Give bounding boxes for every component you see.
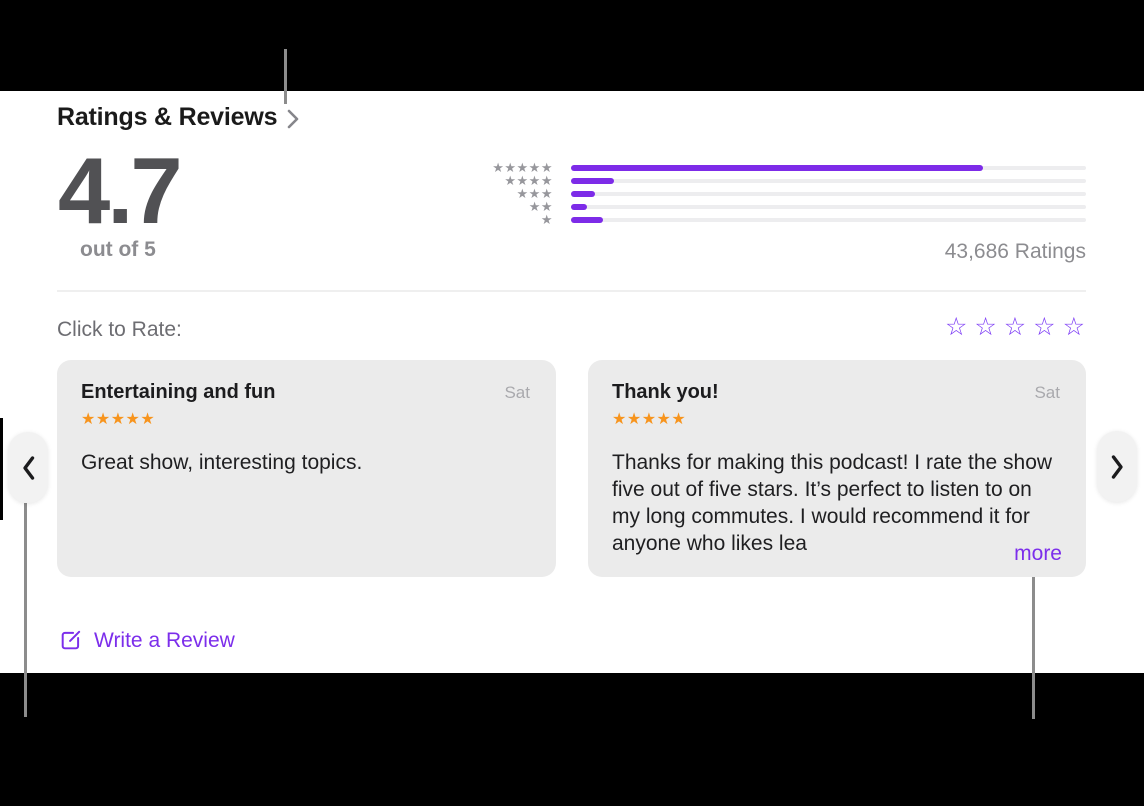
review-title: Entertaining and fun <box>81 381 276 403</box>
square-and-pencil-icon <box>61 630 81 650</box>
histogram-row: ★ <box>465 213 1086 226</box>
more-link[interactable]: more <box>972 540 1062 567</box>
histogram-bar-fill <box>571 216 604 223</box>
histogram-row: ★★ <box>465 200 1086 213</box>
histogram-bar-fill <box>571 177 614 184</box>
review-date: Sat <box>1034 383 1060 402</box>
average-rating: 4.7 <box>58 138 183 243</box>
histogram-row: ★★★★ <box>465 174 1086 187</box>
bottom-black-bar <box>0 673 1144 806</box>
review-date: Sat <box>504 383 530 402</box>
scroll-left-button[interactable] <box>8 432 48 503</box>
histogram-row: ★★★ <box>465 187 1086 200</box>
top-black-bar <box>0 0 1144 91</box>
histogram-star-label: ★★★ <box>516 186 553 201</box>
rating-scale-label: out of 5 <box>80 238 156 261</box>
histogram-star-label: ★★★★★ <box>492 160 553 175</box>
section-divider <box>57 290 1086 292</box>
histogram-bar-track <box>571 216 1086 223</box>
click-to-rate-label: Click to Rate: <box>57 318 182 341</box>
rating-histogram: ★★★★★ ★★★★ ★★★ ★★ ★ <box>465 161 1086 226</box>
callout-line-more <box>1032 562 1035 719</box>
histogram-bar-track <box>571 177 1086 184</box>
review-body: Great show, interesting topics. <box>81 451 363 474</box>
review-star-rating: ★★★★★ <box>81 411 156 428</box>
histogram-bar-fill <box>571 190 595 197</box>
callout-line-top <box>284 49 287 104</box>
histogram-star-label: ★★★★ <box>504 173 553 188</box>
chevron-right-icon <box>287 109 299 128</box>
review-title: Thank you! <box>612 381 719 403</box>
review-body: Thanks for making this podcast! I rate t… <box>612 451 1053 555</box>
write-review-button[interactable]: Write a Review <box>58 628 235 653</box>
write-review-label: Write a Review <box>94 628 235 652</box>
histogram-bar-track <box>571 164 1086 171</box>
histogram-star-label: ★★ <box>528 199 553 214</box>
left-edge-strip <box>0 418 3 520</box>
rate-star-picker[interactable]: ☆☆☆☆☆ <box>944 313 1092 341</box>
section-header[interactable]: Ratings & Reviews <box>57 103 300 132</box>
histogram-bar-fill <box>571 164 983 171</box>
review-card[interactable]: Thank you! Sat ★★★★★ Thanks for making t… <box>588 360 1086 577</box>
ratings-count: 43,686 Ratings <box>944 240 1086 263</box>
histogram-bar-track <box>571 203 1086 210</box>
histogram-row: ★★★★★ <box>465 161 1086 174</box>
chevron-right-icon <box>1111 454 1123 479</box>
histogram-bar-fill <box>571 203 587 210</box>
chevron-left-icon <box>22 455 34 480</box>
section-title: Ratings & Reviews <box>57 103 278 131</box>
histogram-bar-track <box>571 190 1086 197</box>
review-star-rating: ★★★★★ <box>612 411 687 428</box>
review-card[interactable]: Entertaining and fun Sat ★★★★★ Great sho… <box>57 360 556 577</box>
histogram-star-label: ★ <box>540 212 553 227</box>
callout-line-left <box>24 503 27 717</box>
scroll-right-button[interactable] <box>1097 431 1137 502</box>
